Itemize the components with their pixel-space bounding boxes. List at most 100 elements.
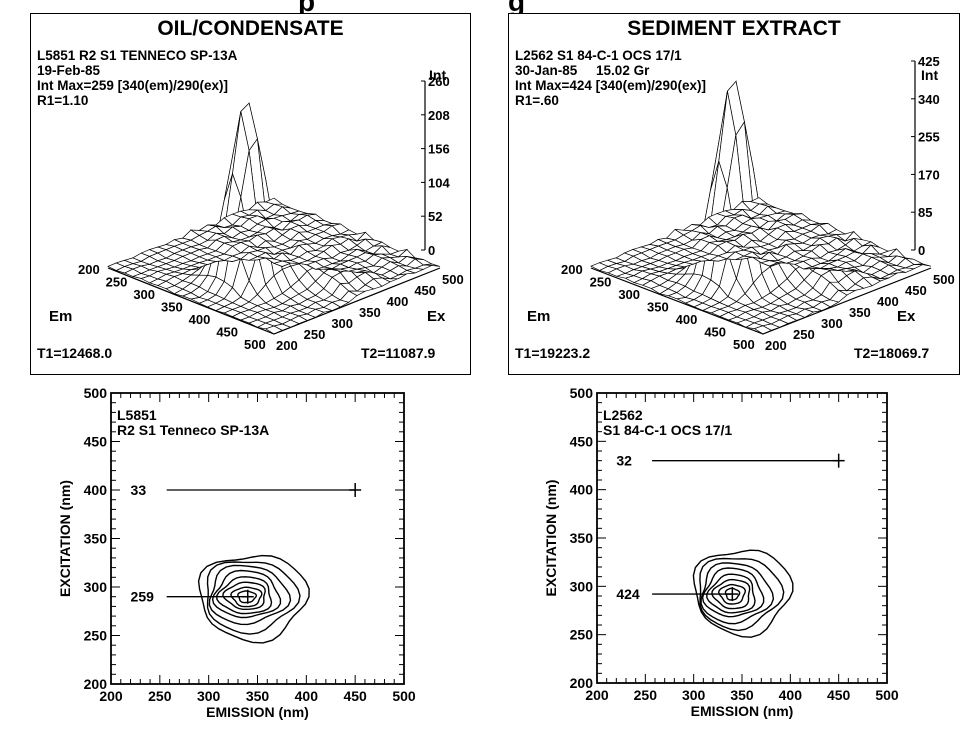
x-tick-label: 300 (682, 687, 706, 703)
z-axis-label: Int (429, 67, 447, 83)
z-tick-label: 0 (428, 243, 435, 258)
z-tick-label: 0 (918, 243, 925, 258)
x-tick-label: 350 (730, 687, 754, 703)
x-tick-label: 350 (246, 688, 270, 704)
z-tick-label: 156 (428, 142, 450, 157)
page-title-fragment-right: g (508, 0, 526, 17)
em-tick-label: 250 (106, 275, 128, 290)
contour-chart-oil: 200 250 300 350 400 450 500 500 450 400 350 300 250 2… (57, 385, 416, 720)
contour-line (222, 581, 266, 611)
z-tick-label: 340 (918, 92, 940, 107)
t2-value: T2=18069.7 (854, 345, 930, 361)
surface-plot-sediment: 425 340 255 170 85 0 200 250 300 350 400 450 500 200 2… (561, 54, 955, 353)
plot-frame (596, 392, 888, 684)
ex-tick-label: 450 (905, 283, 927, 298)
x-tick-label: 300 (197, 688, 221, 704)
z-tick-label: 208 (428, 108, 450, 123)
ex-tick-label: 200 (765, 338, 787, 353)
ex-axis-label: Ex (427, 308, 446, 325)
x-tick-label: 250 (634, 687, 658, 703)
surface-base-edge (590, 267, 932, 335)
contour-line (206, 561, 301, 635)
y-tick-label: 250 (570, 627, 594, 643)
em-tick-label: 300 (133, 287, 155, 302)
y-tick-label: 450 (84, 434, 108, 450)
surface-meta: L2562 S1 84-C-1 OCS 17/1 30-Jan-85 15.02… (515, 48, 706, 108)
em-tick-label: 250 (590, 275, 612, 290)
y-tick-label: 350 (84, 531, 108, 547)
y-tick-label: 200 (570, 675, 594, 691)
contour-line (211, 569, 282, 619)
surface-cell (749, 197, 769, 205)
y-axis-title: EXCITATION (nm) (57, 480, 73, 597)
contour-line (700, 562, 775, 625)
y-tick-label: 400 (84, 482, 108, 498)
em-tick-label: 400 (189, 312, 211, 327)
surface-title: SEDIMENT EXTRACT (627, 17, 841, 40)
em-tick-label: 400 (676, 312, 698, 327)
reference-marker-value: 33 (131, 482, 147, 498)
surface-panel-sediment: SEDIMENT EXTRACT L2562 S1 84-C-1 OCS 17/… (508, 13, 960, 375)
z-tick-label: 52 (428, 209, 442, 224)
sample-id-label: L2562 (603, 407, 643, 423)
x-tick-label: 200 (99, 688, 123, 704)
meta-line-ratio: R1=1.10 (37, 93, 89, 108)
meta-line-sample: L2562 S1 84-C-1 OCS 17/1 (515, 48, 682, 63)
contour-line (208, 564, 292, 626)
em-tick-label: 500 (244, 337, 266, 352)
z-tick-label: 255 (918, 130, 940, 145)
x-tick-label: 250 (148, 688, 172, 704)
meta-line-sample: L5851 R2 S1 TENNECO SP-13A (37, 48, 238, 63)
x-tick-label: 400 (295, 688, 319, 704)
surface-plot-oil: 260 208 156 104 52 0 200 250 300 350 400 450 500 200 2… (78, 74, 464, 353)
z-axis-label: Int (921, 67, 939, 83)
meta-line-ratio: R1=.60 (515, 93, 559, 108)
t2-value: T2=11087.9 (361, 345, 436, 361)
y-tick-label: 500 (570, 385, 594, 401)
x-tick-label: 450 (343, 688, 367, 704)
z-tick-label: 85 (918, 205, 932, 220)
y-tick-label: 300 (84, 579, 108, 595)
meta-line-date: 19-Feb-85 (37, 63, 101, 78)
em-tick-label: 300 (618, 287, 640, 302)
ex-tick-label: 350 (359, 305, 381, 320)
ex-tick-label: 500 (933, 272, 955, 287)
ex-axis-label: Ex (897, 308, 916, 325)
meta-line-intmax: Int Max=259 [340(em)/290(ex)] (37, 78, 228, 93)
surface-mesh (107, 102, 441, 335)
y-tick-label: 300 (570, 578, 594, 594)
em-tick-label: 350 (647, 300, 669, 315)
z-tick-label: 260 (428, 74, 450, 89)
surface-mesh (590, 80, 932, 335)
surface-base-edge (107, 267, 441, 335)
em-axis-label: Em (49, 308, 73, 325)
sample-desc-label: S1 84-C-1 OCS 17/1 (603, 422, 732, 438)
x-axis-title: EMISSION (nm) (206, 704, 309, 720)
x-tick-label: 500 (875, 687, 899, 703)
em-tick-label: 500 (733, 337, 755, 352)
contour-line (692, 549, 794, 638)
reference-marker-value: 32 (616, 453, 632, 469)
em-tick-label: 350 (161, 300, 183, 315)
ex-tick-label: 400 (877, 294, 899, 309)
y-tick-label: 250 (84, 628, 108, 644)
ex-tick-label: 450 (414, 283, 436, 298)
y-axis-title: EXCITATION (nm) (543, 480, 559, 597)
ex-tick-label: 250 (793, 327, 815, 342)
x-tick-label: 450 (827, 687, 851, 703)
contour-line (701, 567, 765, 618)
y-tick-label: 350 (570, 530, 594, 546)
z-tick-label: 425 (918, 54, 940, 69)
em-tick-label: 450 (216, 325, 238, 340)
sample-desc-label: R2 S1 Tenneco SP-13A (117, 422, 269, 438)
x-axis-title: EMISSION (nm) (691, 703, 794, 719)
em-axis-label: Em (527, 308, 551, 325)
surface-panel-oil: OIL/CONDENSATE L5851 R2 S1 TENNECO SP-13… (30, 13, 471, 375)
ex-tick-label: 400 (387, 294, 409, 309)
z-tick-label: 104 (428, 175, 450, 190)
page-title-fragment-left: p (298, 0, 316, 17)
peak-marker-value: 424 (616, 586, 640, 602)
ex-tick-label: 350 (849, 305, 871, 320)
surface-title: OIL/CONDENSATE (157, 17, 344, 40)
sample-id-label: L5851 (117, 407, 157, 423)
